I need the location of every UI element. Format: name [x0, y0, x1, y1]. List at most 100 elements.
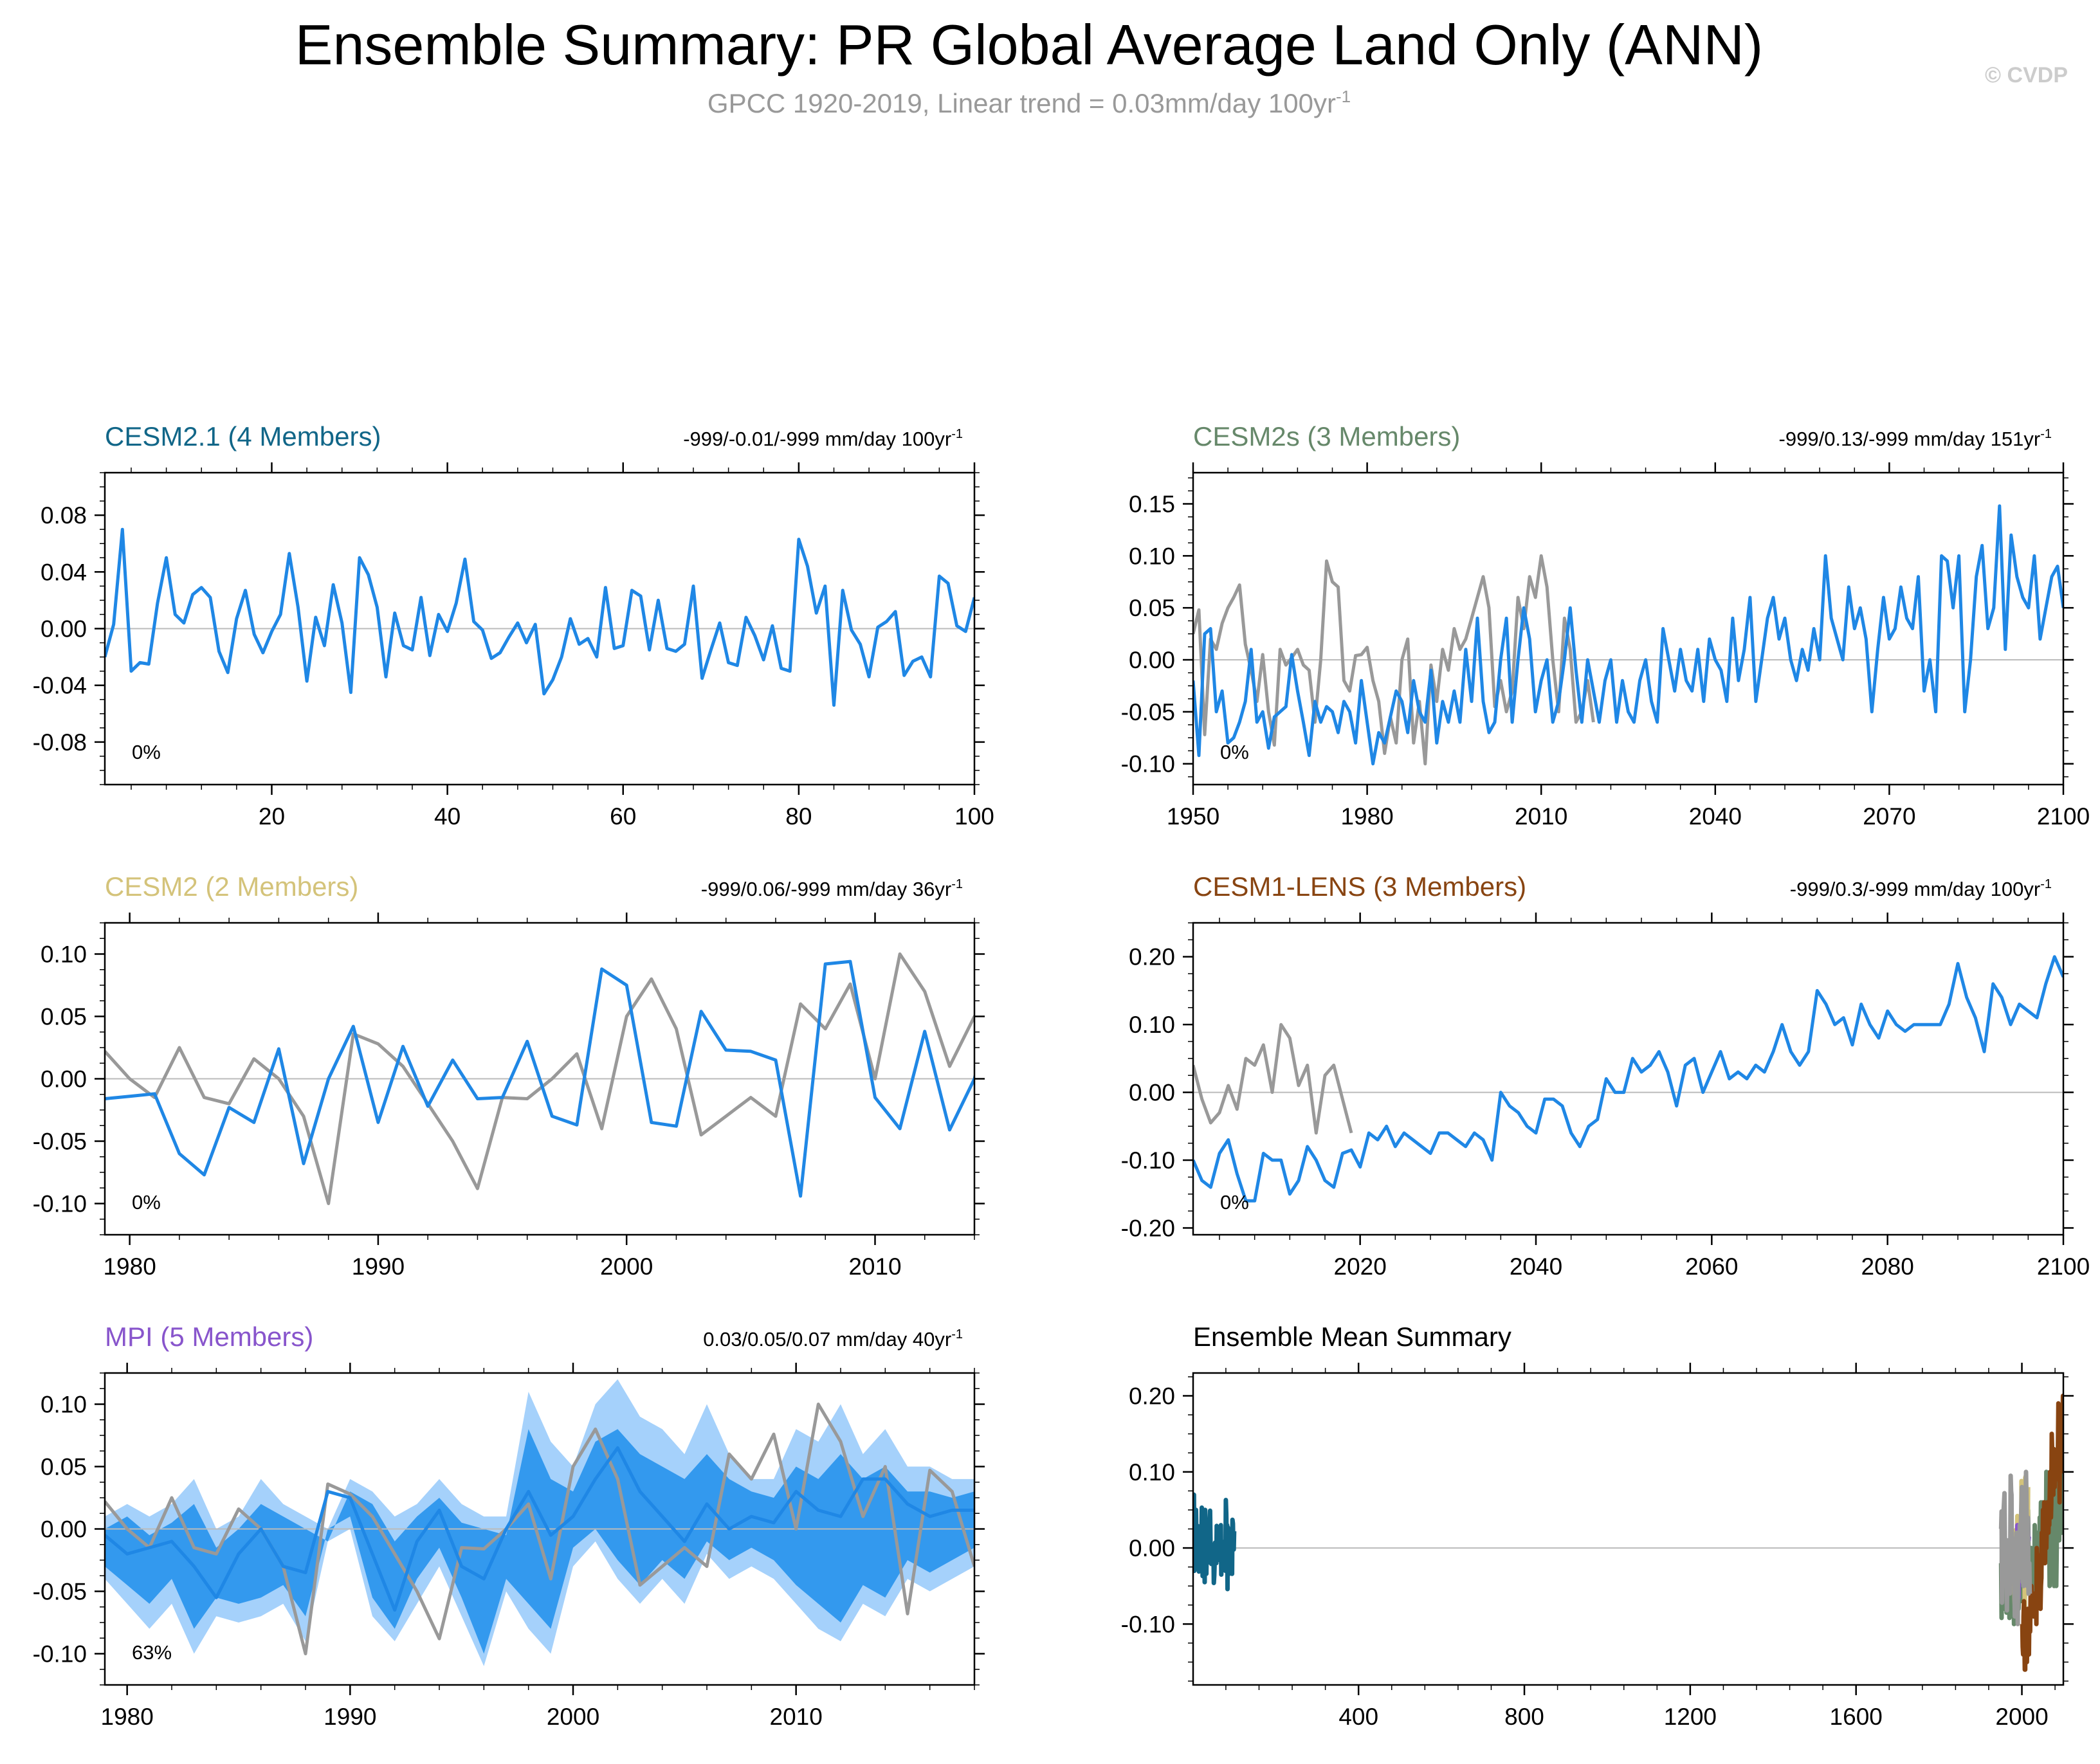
y-tick-label: -0.10	[1121, 1611, 1175, 1637]
panel-title: MPI (5 Members)	[105, 1322, 313, 1352]
trend-sup: -1	[951, 1327, 963, 1341]
x-tick-label: 60	[610, 803, 636, 830]
trend-value: -999/0.13/-999 mm/day 151yr	[1779, 428, 2041, 450]
obs-series-line	[105, 1403, 974, 1655]
ensemble-mean-line	[1193, 955, 2063, 1203]
y-tick-label: 0.05	[1129, 595, 1175, 621]
trend-text: -999/-0.01/-999 mm/day 100yr-1	[683, 427, 963, 450]
panel-title: CESM2 (2 Members)	[105, 871, 358, 902]
trend-value: -999/0.3/-999 mm/day 100yr	[1790, 878, 2040, 900]
x-tick-label: 1980	[101, 1704, 154, 1730]
y-tick-label: 0.15	[1129, 491, 1175, 518]
plot-frame	[1192, 471, 2065, 786]
x-tick-label: 2040	[1689, 803, 1742, 830]
panel-cesm2: CESM2 (2 Members) -999/0.06/-999 mm/day 3…	[33, 871, 985, 1280]
x-tick-label: 1980	[103, 1253, 156, 1280]
y-tick-label: -0.04	[33, 673, 87, 699]
subtitle-sup: -1	[1336, 87, 1351, 106]
y-tick-label: -0.10	[33, 1641, 87, 1668]
x-tick-label: 2040	[1510, 1253, 1562, 1280]
y-tick-label: 0.10	[41, 1392, 87, 1418]
y-tick-label: 0.00	[41, 1066, 87, 1093]
trend-value: -999/0.06/-999 mm/day 36yr	[701, 878, 951, 900]
y-tick-label: -0.10	[1121, 1147, 1175, 1174]
obs-series-line	[105, 952, 974, 1205]
plot-area	[1193, 1394, 2063, 1672]
y-tick-label: 0.20	[1129, 944, 1175, 970]
y-tick-label: 0.10	[1129, 1459, 1175, 1486]
panel-title: CESM1-LENS (3 Members)	[1193, 871, 1526, 902]
subtitle-text: GPCC 1920-2019, Linear trend = 0.03mm/da…	[708, 88, 1336, 118]
percent-label: 0%	[1220, 741, 1249, 763]
x-tick-label: 2020	[1334, 1253, 1387, 1280]
summary-line-cesm1lens	[2020, 1394, 2063, 1672]
x-tick-label: 40	[434, 803, 461, 830]
x-tick-label: 2060	[1685, 1253, 1738, 1280]
panel-title: CESM2.1 (4 Members)	[105, 421, 381, 451]
trend-value: -999/-0.01/-999 mm/day 100yr	[683, 428, 951, 450]
page-title: Ensemble Summary: PR Global Average Land…	[295, 13, 1763, 77]
x-tick-label: 2000	[547, 1704, 599, 1730]
trend-sup: -1	[951, 427, 963, 441]
y-tick-label: 0.05	[41, 1454, 87, 1480]
y-tick-label: -0.05	[1121, 699, 1175, 725]
x-tick-label: 1980	[1340, 803, 1393, 830]
y-tick-label: 0.04	[41, 559, 87, 585]
page-subtitle: GPCC 1920-2019, Linear trend = 0.03mm/da…	[708, 87, 1351, 118]
trend-sup: -1	[2040, 877, 2052, 891]
y-tick-label: 0.10	[41, 941, 87, 968]
x-tick-label: 100	[954, 803, 994, 830]
ensemble-mean-line	[1193, 504, 2063, 766]
plot-area	[105, 527, 974, 707]
y-tick-label: 0.10	[1129, 1012, 1175, 1038]
x-tick-label: 2000	[1995, 1704, 2048, 1730]
trend-sup: -1	[951, 877, 963, 891]
x-tick-label: 2080	[1861, 1253, 1914, 1280]
ensemble-mean-line	[105, 527, 974, 707]
x-tick-label: 1600	[1830, 1704, 1883, 1730]
panel-title: Ensemble Mean Summary	[1193, 1322, 1511, 1352]
panel-cesm21: CESM2.1 (4 Members) -999/-0.01/-999 mm/da…	[33, 421, 994, 830]
trend-sup: -1	[2040, 427, 2052, 441]
x-tick-label: 2100	[2037, 1253, 2090, 1280]
y-tick-label: 0.08	[41, 502, 87, 529]
watermark: © CVDP	[1985, 63, 2068, 87]
y-tick-label: 0.00	[1129, 1080, 1175, 1106]
y-tick-label: -0.10	[33, 1191, 87, 1217]
percent-label: 0%	[1220, 1191, 1249, 1214]
plot-area	[105, 952, 974, 1205]
ensemble-mean-line	[105, 1446, 974, 1612]
panels: CESM2.1 (4 Members) -999/-0.01/-999 mm/da…	[33, 421, 2090, 1730]
y-tick-label: 0.05	[41, 1004, 87, 1030]
x-tick-label: 2070	[1863, 803, 1915, 830]
summary-line-cesm21	[1193, 1492, 1237, 1592]
panel-ensmean: Ensemble Mean Summary -0.10 0.00 0.10 0.20 40…	[1121, 1322, 2074, 1730]
x-tick-label: 1200	[1664, 1704, 1717, 1730]
x-tick-label: 1950	[1167, 803, 1219, 830]
x-tick-label: 2010	[770, 1704, 823, 1730]
x-tick-label: 1990	[324, 1704, 376, 1730]
y-tick-label: 0.10	[1129, 543, 1175, 569]
panel-cesm2s: CESM2s (3 Members) -999/0.13/-999 mm/day …	[1121, 421, 2090, 830]
y-tick-label: 0.00	[41, 1516, 87, 1543]
y-tick-label: 0.00	[41, 616, 87, 642]
x-tick-label: 2000	[600, 1253, 653, 1280]
panel-mpi: MPI (5 Members) 0.03/0.05/0.07 mm/day 40y…	[33, 1322, 985, 1730]
y-tick-label: -0.20	[1121, 1215, 1175, 1241]
x-tick-label: 2100	[2037, 803, 2090, 830]
plot-area	[1193, 955, 2063, 1203]
trend-value: 0.03/0.05/0.07 mm/day 40yr	[703, 1328, 951, 1350]
y-tick-label: -0.05	[33, 1579, 87, 1605]
y-tick-label: -0.10	[1121, 751, 1175, 777]
panel-title: CESM2s (3 Members)	[1193, 421, 1460, 451]
plot-frame	[1192, 922, 2065, 1236]
x-tick-label: 80	[785, 803, 812, 830]
trend-text: 0.03/0.05/0.07 mm/day 40yr-1	[703, 1327, 963, 1350]
summary-line-obs	[1998, 1469, 2032, 1626]
plot-area	[105, 1379, 974, 1666]
x-tick-label: 20	[259, 803, 285, 830]
y-tick-label: 0.20	[1129, 1383, 1175, 1409]
x-tick-label: 2010	[1515, 803, 1567, 830]
y-tick-label: -0.08	[33, 729, 87, 756]
